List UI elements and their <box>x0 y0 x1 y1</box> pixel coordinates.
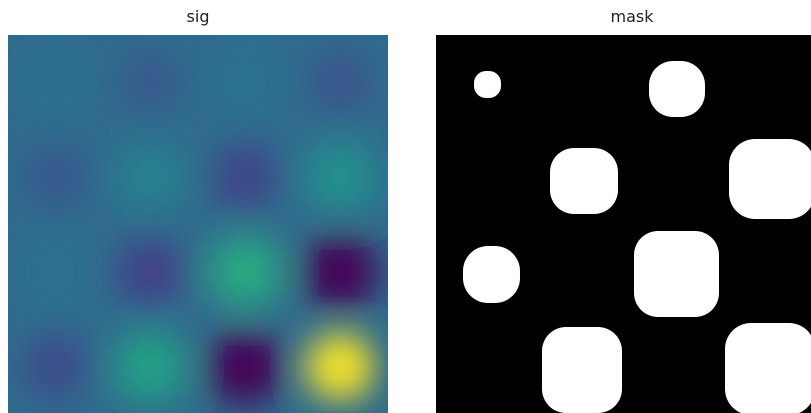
panel-title: sig <box>187 7 210 26</box>
panel-title: mask <box>611 7 655 26</box>
sig-image <box>8 35 388 413</box>
mask-image <box>436 35 811 413</box>
